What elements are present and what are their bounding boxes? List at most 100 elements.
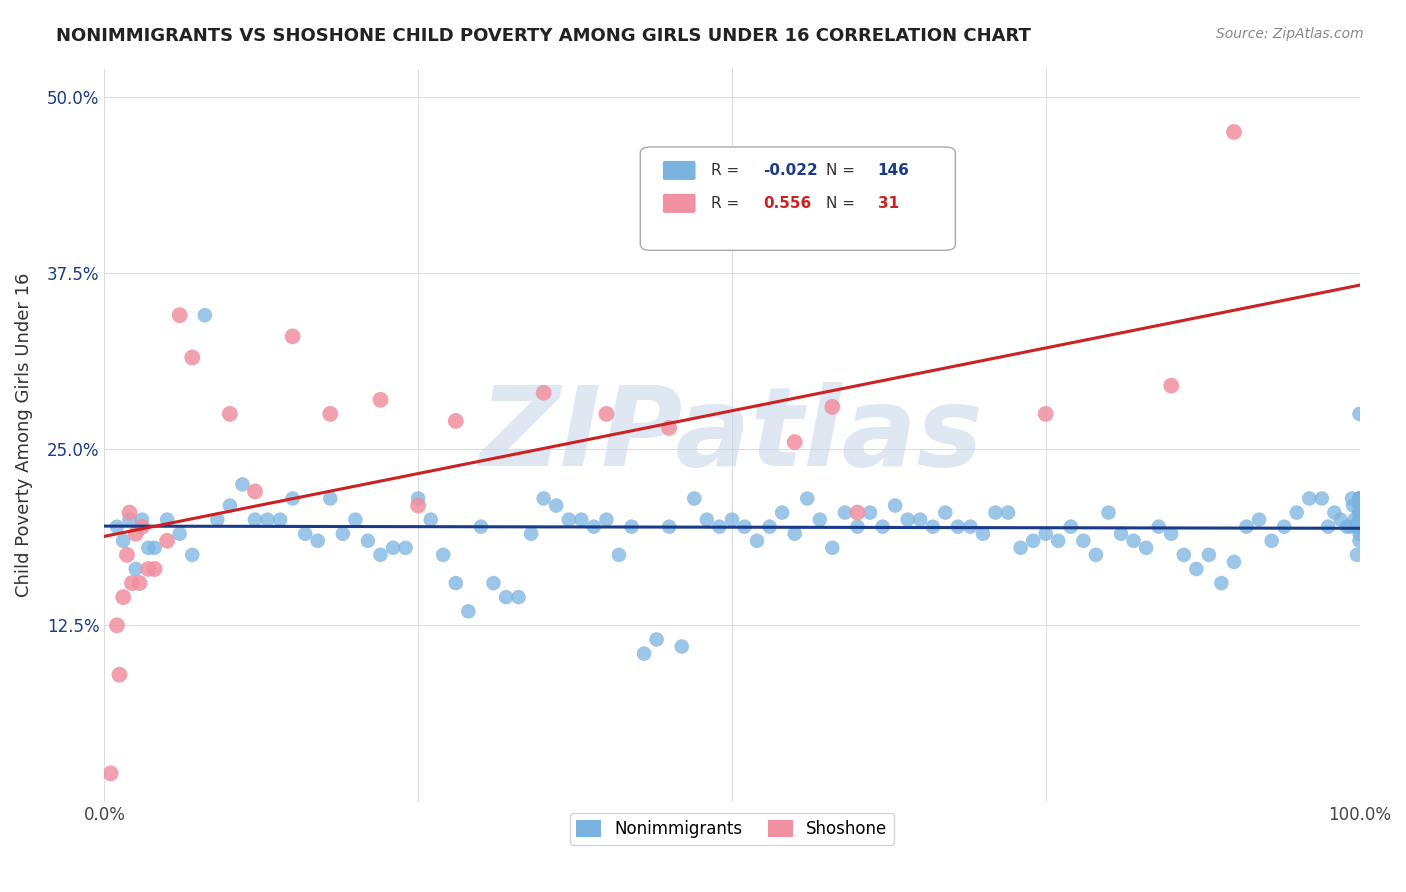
Point	[118, 506, 141, 520]
Point	[1348, 499, 1371, 513]
Point	[344, 513, 367, 527]
Point	[105, 519, 128, 533]
Point	[658, 519, 681, 533]
Point	[1060, 519, 1083, 533]
FancyBboxPatch shape	[662, 161, 696, 180]
Point	[846, 506, 869, 520]
Text: -0.022: -0.022	[763, 163, 818, 178]
Point	[796, 491, 818, 506]
Point	[745, 533, 768, 548]
Point	[1010, 541, 1032, 555]
Point	[406, 499, 429, 513]
Point	[112, 590, 135, 604]
Point	[382, 541, 405, 555]
Point	[1173, 548, 1195, 562]
Point	[281, 329, 304, 343]
Point	[1348, 491, 1371, 506]
Point	[934, 506, 956, 520]
Point	[1336, 519, 1358, 533]
Text: 31: 31	[877, 196, 898, 211]
Point	[897, 513, 920, 527]
Text: 0.556: 0.556	[763, 196, 811, 211]
Point	[1348, 506, 1371, 520]
Point	[219, 499, 242, 513]
Point	[1348, 519, 1371, 533]
Point	[1348, 519, 1371, 533]
Point	[997, 506, 1019, 520]
Point	[1348, 519, 1371, 533]
Text: R =: R =	[710, 196, 748, 211]
Point	[1341, 491, 1364, 506]
Point	[1223, 555, 1246, 569]
Point	[118, 513, 141, 527]
Point	[1348, 519, 1371, 533]
Point	[1160, 526, 1182, 541]
Point	[219, 407, 242, 421]
Point	[558, 513, 581, 527]
Point	[394, 541, 416, 555]
Point	[1348, 513, 1371, 527]
Point	[821, 541, 844, 555]
Point	[821, 400, 844, 414]
Point	[156, 533, 179, 548]
Point	[131, 519, 153, 533]
Point	[1346, 548, 1368, 562]
Point	[100, 766, 122, 780]
FancyBboxPatch shape	[640, 147, 955, 251]
Point	[921, 519, 943, 533]
Legend: Nonimmigrants, Shoshone: Nonimmigrants, Shoshone	[569, 813, 894, 845]
Point	[136, 562, 159, 576]
Point	[319, 407, 342, 421]
Point	[1272, 519, 1295, 533]
Point	[758, 519, 780, 533]
Point	[1348, 491, 1371, 506]
Point	[1223, 125, 1246, 139]
Point	[808, 513, 831, 527]
Point	[884, 499, 907, 513]
Point	[125, 526, 148, 541]
Point	[1343, 513, 1365, 527]
Point	[1347, 519, 1369, 533]
Point	[1348, 506, 1371, 520]
Point	[332, 526, 354, 541]
Point	[1035, 526, 1057, 541]
Point	[1341, 499, 1364, 513]
Point	[281, 491, 304, 506]
Point	[533, 491, 555, 506]
Point	[357, 533, 380, 548]
Point	[1109, 526, 1132, 541]
Text: 146: 146	[877, 163, 910, 178]
Point	[482, 576, 505, 591]
Point	[1348, 499, 1371, 513]
Point	[370, 392, 392, 407]
Point	[231, 477, 253, 491]
Point	[696, 513, 718, 527]
Point	[1348, 519, 1371, 533]
Point	[115, 548, 138, 562]
Point	[1285, 506, 1308, 520]
Point	[1298, 491, 1320, 506]
Point	[112, 533, 135, 548]
Point	[143, 562, 166, 576]
Point	[243, 484, 266, 499]
Point	[457, 604, 479, 618]
Point	[846, 519, 869, 533]
Point	[1317, 519, 1340, 533]
Point	[520, 526, 543, 541]
Point	[269, 513, 291, 527]
Point	[243, 513, 266, 527]
Point	[125, 562, 148, 576]
Text: N =: N =	[827, 196, 860, 211]
Point	[1348, 519, 1371, 533]
Point	[959, 519, 981, 533]
Point	[1084, 548, 1107, 562]
Point	[1147, 519, 1170, 533]
Point	[620, 519, 643, 533]
Text: Source: ZipAtlas.com: Source: ZipAtlas.com	[1216, 27, 1364, 41]
Point	[721, 513, 744, 527]
Point	[1160, 378, 1182, 392]
Point	[908, 513, 931, 527]
Point	[533, 385, 555, 400]
Point	[770, 506, 793, 520]
Point	[671, 640, 693, 654]
